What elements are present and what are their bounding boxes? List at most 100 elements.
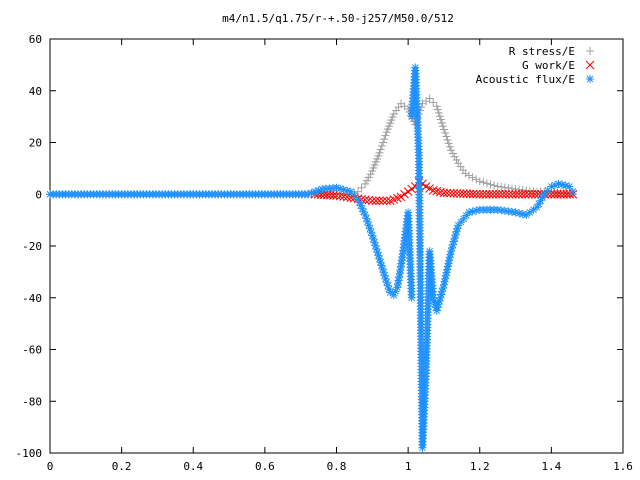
data-point <box>498 189 507 199</box>
data-point <box>522 210 531 219</box>
data-point <box>511 189 520 199</box>
chart-title: m4/n1.5/q1.75/r-+.50-j257/M50.0/512 <box>222 12 454 25</box>
legend-label: R stress/E <box>509 45 575 58</box>
data-point <box>504 189 514 199</box>
data-point <box>448 149 457 158</box>
data-point <box>361 179 370 188</box>
plot-area <box>49 38 624 454</box>
data-point <box>311 187 320 196</box>
data-point <box>520 189 530 199</box>
data-point <box>451 231 460 240</box>
data-point <box>556 189 565 199</box>
data-point <box>375 148 384 157</box>
data-point <box>444 139 453 148</box>
data-point <box>429 98 438 107</box>
y-tick-label: -60 <box>22 344 42 357</box>
data-point <box>507 189 517 199</box>
data-point <box>434 108 443 117</box>
data-point <box>425 94 434 103</box>
data-point <box>367 196 377 206</box>
data-point <box>465 171 474 180</box>
y-axis: -100 -80 -60 -40 -20 0 20 40 60 <box>16 33 623 460</box>
data-point <box>500 183 509 192</box>
data-point <box>442 132 451 141</box>
x-axis: 0 0.2 0.4 0.6 0.8 1 1.2 1.4 1.6 <box>47 39 633 473</box>
data-point <box>565 182 574 191</box>
data-point <box>433 105 442 114</box>
data-point <box>515 185 524 194</box>
data-point <box>449 188 459 198</box>
x-tick-label: 1.6 <box>613 460 633 473</box>
y-tick-label: 40 <box>29 85 42 98</box>
data-point <box>462 189 472 199</box>
data-point <box>441 129 450 138</box>
data-point <box>377 141 386 150</box>
data-point <box>357 183 366 192</box>
data-point <box>459 189 468 199</box>
data-point <box>486 180 495 189</box>
data-point <box>439 125 448 134</box>
data-point <box>376 145 385 154</box>
data-point <box>428 186 438 195</box>
data-point <box>478 189 488 199</box>
data-point <box>379 138 388 147</box>
data-point <box>332 191 341 200</box>
data-point <box>493 182 502 191</box>
data-point <box>490 181 499 190</box>
data-point <box>538 193 547 202</box>
legend-label: Acoustic flux/E <box>476 73 575 86</box>
data-point <box>501 189 511 199</box>
data-point <box>438 122 447 131</box>
data-point <box>437 118 446 127</box>
data-point <box>475 177 484 186</box>
data-point <box>553 189 562 199</box>
data-point <box>468 189 478 199</box>
x-tick-label: 0.8 <box>327 460 347 473</box>
data-point <box>547 182 556 191</box>
series-1 <box>46 94 577 199</box>
x-tick-label: 0.6 <box>255 460 275 473</box>
data-point <box>481 189 491 199</box>
y-tick-label: -100 <box>16 447 43 460</box>
data-point <box>561 181 570 190</box>
y-tick-label: -40 <box>22 292 42 305</box>
data-point <box>488 189 498 199</box>
x-tick-label: 1.2 <box>470 460 490 473</box>
x-tick-label: 1.4 <box>541 460 561 473</box>
data-point <box>559 189 569 199</box>
data-point <box>494 189 504 199</box>
y-tick-label: 60 <box>29 33 42 46</box>
data-point <box>445 142 454 151</box>
data-point <box>497 183 506 192</box>
data-point <box>378 196 388 206</box>
x-tick-label: 0.2 <box>112 460 132 473</box>
legend-marker <box>586 47 594 55</box>
data-point <box>511 185 520 194</box>
legend-marker <box>586 75 594 83</box>
data-point <box>381 131 390 140</box>
data-point <box>442 188 452 198</box>
data-point <box>461 169 470 178</box>
data-point <box>432 186 442 196</box>
data-point <box>342 192 352 202</box>
data-point <box>568 187 577 196</box>
data-point <box>396 192 406 202</box>
data-point <box>500 206 509 215</box>
data-point <box>524 189 533 199</box>
data-point <box>550 189 559 199</box>
data-point <box>472 189 481 199</box>
data-point <box>475 189 485 199</box>
data-point <box>517 189 527 199</box>
data-point <box>378 264 387 273</box>
data-point <box>371 196 381 206</box>
data-point <box>479 178 488 187</box>
data-point <box>447 146 456 155</box>
data-point <box>443 135 452 144</box>
legend-label: G work/E <box>522 59 575 72</box>
data-point <box>452 189 462 198</box>
data-point <box>518 186 527 195</box>
x-tick-label: 0 <box>47 460 54 473</box>
data-point <box>435 112 444 121</box>
